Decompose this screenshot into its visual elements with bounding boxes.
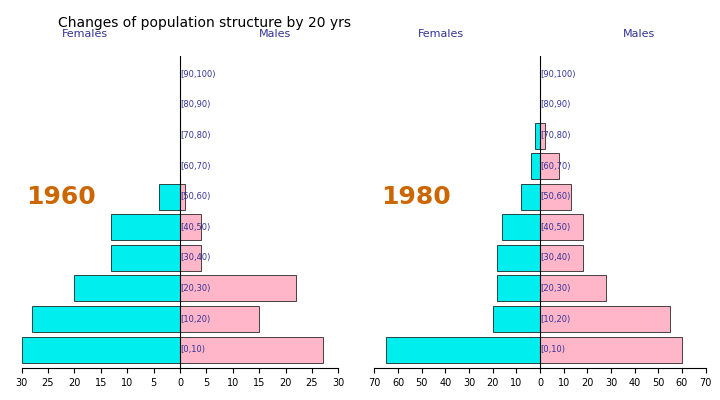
Text: 1980: 1980 — [381, 185, 451, 209]
Text: [80,90): [80,90) — [180, 100, 210, 110]
Text: [50,60): [50,60) — [180, 192, 210, 201]
Text: Males: Males — [624, 29, 655, 39]
Bar — [521, 184, 540, 210]
Bar — [180, 337, 323, 363]
Bar — [74, 276, 180, 302]
Bar — [159, 184, 180, 210]
Text: 1960: 1960 — [27, 185, 96, 209]
Bar — [492, 306, 540, 332]
Text: [10,20): [10,20) — [180, 314, 210, 324]
Bar — [540, 276, 606, 302]
Text: [70,80): [70,80) — [540, 131, 570, 140]
Bar — [540, 184, 571, 210]
Bar — [502, 214, 540, 240]
Bar — [386, 337, 540, 363]
Bar — [180, 184, 185, 210]
Text: [0,10): [0,10) — [540, 345, 565, 354]
Text: [90,100): [90,100) — [180, 70, 215, 79]
Text: [60,70): [60,70) — [540, 162, 570, 171]
Bar — [535, 122, 540, 148]
Text: Females: Females — [62, 29, 108, 39]
Text: [70,80): [70,80) — [180, 131, 210, 140]
Bar — [32, 306, 180, 332]
Text: Females: Females — [418, 29, 464, 39]
Text: [40,50): [40,50) — [180, 223, 210, 232]
Bar — [540, 306, 670, 332]
Bar — [540, 122, 545, 148]
Text: [50,60): [50,60) — [540, 192, 570, 201]
Bar — [180, 214, 201, 240]
Bar — [180, 245, 201, 271]
Bar — [540, 214, 582, 240]
Bar — [540, 153, 559, 179]
Bar — [112, 214, 180, 240]
Text: [0,10): [0,10) — [180, 345, 205, 354]
Bar — [540, 337, 682, 363]
Text: [60,70): [60,70) — [180, 162, 210, 171]
Bar — [22, 337, 180, 363]
Text: [20,30): [20,30) — [540, 284, 570, 293]
Bar — [180, 276, 296, 302]
Text: [20,30): [20,30) — [180, 284, 210, 293]
Text: [80,90): [80,90) — [540, 100, 570, 110]
Text: [30,40): [30,40) — [540, 253, 570, 262]
Text: [10,20): [10,20) — [540, 314, 570, 324]
Text: Changes of population structure by 20 yrs: Changes of population structure by 20 yr… — [58, 16, 351, 30]
Bar — [498, 276, 540, 302]
Bar — [112, 245, 180, 271]
Text: [40,50): [40,50) — [540, 223, 570, 232]
Bar — [180, 306, 259, 332]
Text: Males: Males — [259, 29, 291, 39]
Bar — [540, 245, 582, 271]
Text: [30,40): [30,40) — [180, 253, 210, 262]
Bar — [498, 245, 540, 271]
Text: [90,100): [90,100) — [540, 70, 575, 79]
Bar — [531, 153, 540, 179]
